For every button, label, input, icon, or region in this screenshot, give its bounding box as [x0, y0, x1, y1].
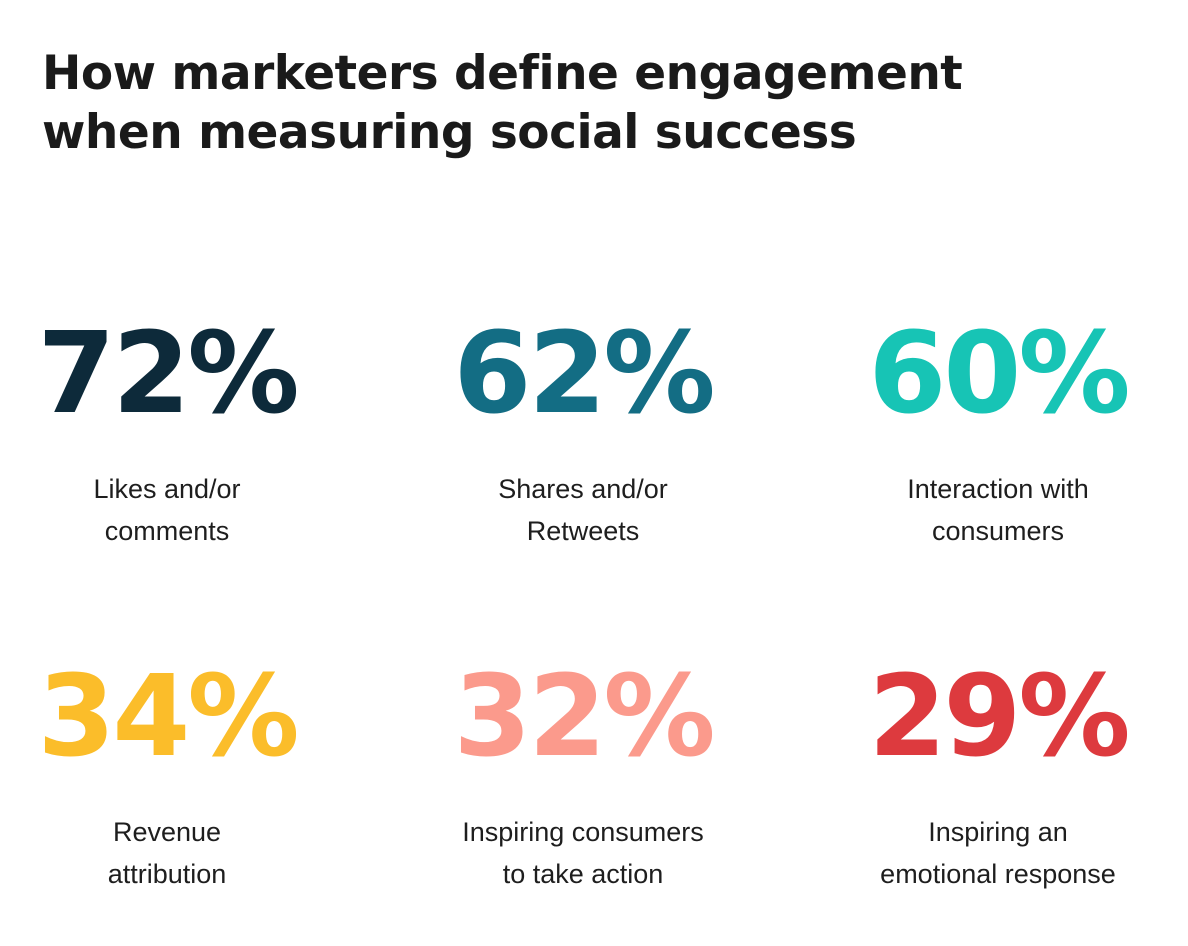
stat-value: 62%	[453, 309, 715, 439]
stat-label: Inspiring an emotional response	[788, 811, 1188, 895]
stat-label: Revenue attribution	[0, 811, 377, 895]
stat-label: Interaction with consumers	[788, 468, 1188, 552]
stat-value: 60%	[868, 309, 1130, 439]
stat-interaction-consumers: 60% Interaction with consumers	[788, 318, 1188, 552]
stat-value: 29%	[868, 652, 1130, 782]
stat-label-line-1: Inspiring an	[928, 817, 1068, 847]
stat-label-line-1: Likes and/or	[93, 474, 241, 504]
stat-inspiring-action: 32% Inspiring consumers to take action	[373, 661, 793, 895]
stat-label: Shares and/or Retweets	[373, 468, 793, 552]
page-title-line-2: when measuring social success	[42, 105, 857, 160]
stat-revenue-attribution: 34% Revenue attribution	[0, 661, 377, 895]
page-title-line-1: How marketers define engagement	[42, 46, 963, 101]
stat-label-line-2: to take action	[502, 859, 664, 889]
stat-label-line-1: Inspiring consumers	[462, 817, 704, 847]
stat-likes-comments: 72% Likes and/or comments	[0, 318, 377, 552]
stat-label-line-2: attribution	[107, 859, 227, 889]
stat-label-line-2: emotional response	[880, 859, 1116, 889]
stat-label-line-2: consumers	[931, 516, 1065, 546]
stat-label-line-1: Shares and/or	[498, 474, 668, 504]
stat-label-line-2: Retweets	[526, 516, 640, 546]
stat-value: 32%	[453, 652, 715, 782]
stat-emotional-response: 29% Inspiring an emotional response	[788, 661, 1188, 895]
page-title: How marketers define engagement when mea…	[42, 44, 1142, 162]
stat-shares-retweets: 62% Shares and/or Retweets	[373, 318, 793, 552]
stat-label: Inspiring consumers to take action	[373, 811, 793, 895]
stat-label: Likes and/or comments	[0, 468, 377, 552]
stat-value: 72%	[37, 309, 299, 439]
stat-label-line-1: Revenue	[112, 817, 222, 847]
stat-label-line-1: Interaction with	[907, 474, 1089, 504]
stat-label-line-2: comments	[104, 516, 230, 546]
stat-value: 34%	[37, 652, 299, 782]
